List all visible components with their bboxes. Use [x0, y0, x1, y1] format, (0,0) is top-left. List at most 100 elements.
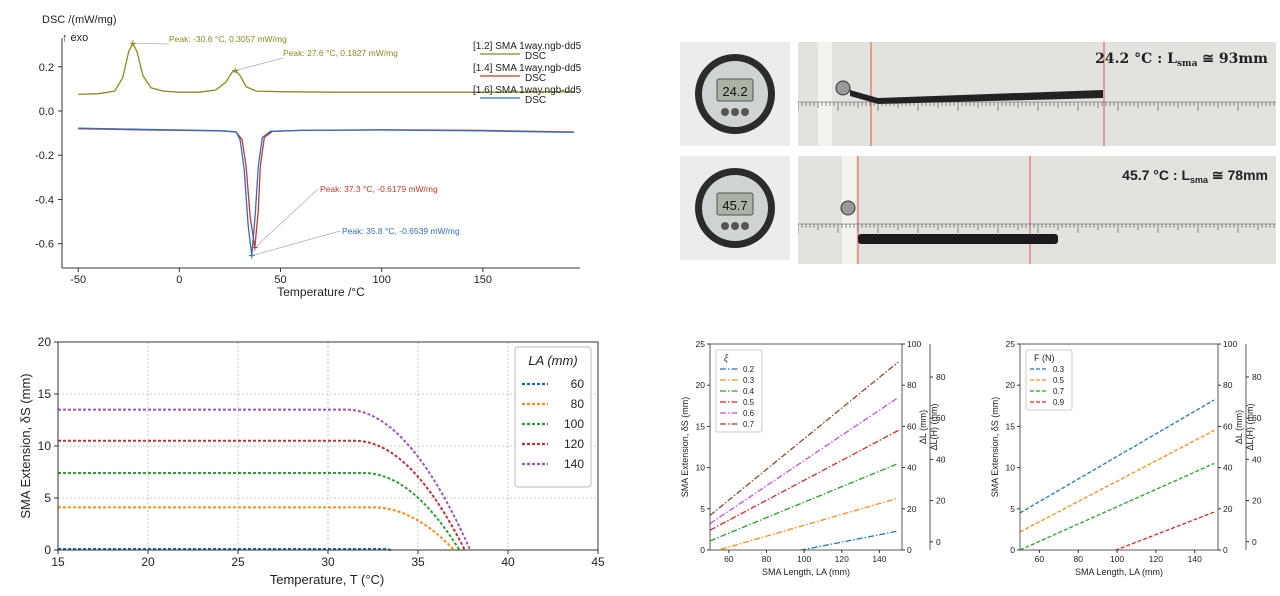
f-plot: 60 80 100 120 140 0 5 10 15 20 25 0 20 40 60 80 100 0 20 40…	[990, 339, 1262, 577]
y-tick-label: 5	[1010, 504, 1015, 514]
evt-y-tick-label: 5	[44, 491, 51, 505]
legend-title: F (N)	[1034, 353, 1055, 363]
dsc-peak-annotation: Peak: 27.6 °C, 0.1827 mW/mg	[283, 48, 398, 58]
sma-photos: 24.2 24.2 °C : Lsma ≅ 93mm 45.7	[680, 42, 1276, 264]
legend-label: 0.5	[1053, 376, 1065, 385]
sma-strip-top: 24.2 °C : Lsma ≅ 93mm	[797, 42, 1276, 146]
dsc-series-line	[78, 41, 574, 96]
legend-label: 0.7	[743, 420, 755, 429]
dsc-peak-annotation: Peak: 35.8 °C, -0.6539 mW/mg	[342, 226, 460, 236]
evt-ylabel: SMA Extension, δS (mm)	[18, 373, 33, 518]
dsc-x-tick-label: 50	[274, 274, 286, 286]
y-tick-label: 0	[1010, 545, 1015, 555]
photo-caption-bottom: 45.7 °C : L	[1122, 167, 1190, 183]
sma-strip-bottom: 45.7 °C : Lsma ≅ 78mm	[797, 156, 1276, 264]
extension-vs-temperature-chart: 15 20 25 30 35 40 45 0 5 10 15 20 LA (mm) 60 80 100 120…	[18, 335, 605, 587]
legend-label: 0.9	[1053, 398, 1065, 407]
y-right2-tick-label: 40	[1252, 454, 1262, 464]
x-tick-label: 120	[1149, 554, 1163, 564]
legend-label: 0.3	[1053, 365, 1065, 374]
legend-label: 0.6	[743, 409, 755, 418]
legend-box	[1025, 349, 1073, 411]
dsc-chart: DSC /(mW/mg) ↑ exo -50 0 50 100 150 0.2 0.0 -0.…	[35, 14, 582, 299]
dsc-x-tick-label: 0	[176, 274, 182, 286]
dsc-annotation-leader	[132, 42, 170, 45]
evt-series-line	[58, 548, 392, 551]
evt-legend-label: 100	[564, 417, 584, 431]
legend-label: 0.4	[743, 387, 755, 396]
photo-caption-top: 24.2 °C : L	[1095, 51, 1177, 67]
x-tick-label: 60	[1035, 554, 1045, 564]
dsc-peak-marker	[232, 67, 239, 74]
y-right-tick-label: 0	[907, 545, 912, 555]
dsc-exo-label: ↑ exo	[62, 32, 88, 44]
y-right2-tick-label: 80	[1252, 372, 1262, 382]
series-line	[1020, 399, 1215, 514]
series-group	[1020, 399, 1215, 550]
dsc-ylabel: DSC /(mW/mg)	[42, 14, 117, 26]
frame	[709, 343, 903, 551]
series-line	[716, 497, 899, 550]
evt-legend: LA (mm) 60 80 100 120 140	[514, 346, 592, 488]
y-right-tick-label: 60	[1223, 421, 1233, 431]
legend-label: 0.2	[743, 365, 755, 374]
dsc-peak-marker	[248, 252, 255, 259]
y-tick-label: 10	[696, 463, 706, 473]
y-tick-label: 20	[1006, 380, 1016, 390]
svg-text:24.2 °C : Lsma ≅ 93mm: 24.2 °C : Lsma ≅ 93mm	[1095, 51, 1268, 69]
legend-label: 0.3	[743, 376, 755, 385]
dsc-annotation-leader	[235, 57, 284, 71]
y-right2-tick-label: 40	[936, 454, 946, 464]
dsc-x-tick-label: 150	[474, 274, 492, 286]
series-line	[798, 530, 899, 550]
legend-label: 0.7	[1053, 387, 1065, 396]
dsc-legend-sub: DSC	[525, 95, 546, 106]
dsc-y-tick-label: -0.6	[35, 239, 54, 251]
y-right-tick-label: 0	[1223, 545, 1228, 555]
evt-legend-title: LA (mm)	[528, 353, 577, 368]
evt-y-tick-label: 10	[38, 439, 52, 453]
evt-series-line	[58, 408, 472, 551]
y-tick-label: 15	[1006, 421, 1016, 431]
evt-x-tick-label: 25	[231, 555, 245, 569]
y-tick-label: 25	[1006, 339, 1016, 349]
y-right-tick-label: 80	[907, 380, 917, 390]
evt-y-tick-label: 0	[44, 543, 51, 557]
y-right-tick-label: 40	[907, 463, 917, 473]
dsc-annotation-leader	[251, 230, 341, 256]
dsc-y-tick-label: -0.2	[35, 150, 54, 162]
y-right-axis-label: ΔL (mm)	[918, 410, 928, 444]
x-tick-label: 100	[1110, 554, 1124, 564]
photo-caption-bottom-sub: sma	[1190, 175, 1209, 185]
y-tick-label: 5	[700, 504, 705, 514]
y-right2-tick-label: 20	[936, 496, 946, 506]
dsc-x-tick-label: -50	[70, 274, 86, 286]
evt-legend-label: 80	[571, 397, 585, 411]
legend-label: 0.5	[743, 398, 755, 407]
extension-vs-length-xi-chart: 60 80 100 120 140 0 5 10 15 20 25 0 20 40 60 80 100 0 20 40…	[680, 339, 946, 577]
dsc-legend-sub: DSC	[525, 51, 546, 62]
y-right-tick-label: 100	[907, 339, 921, 349]
evt-xlabel: Temperature, T (°C)	[270, 572, 385, 587]
dsc-peak-marker	[251, 244, 258, 251]
series-line	[710, 429, 899, 531]
extension-vs-length-force-chart: 60 80 100 120 140 0 5 10 15 20 25 0 20 40 60 80 100 0 20 40…	[990, 339, 1262, 577]
legend-box	[715, 349, 763, 433]
evt-y-tick-label: 15	[38, 387, 52, 401]
y-right-tick-label: 100	[1223, 339, 1237, 349]
photo-caption-top-sub: sma	[1177, 59, 1198, 69]
dsc-legend-name: [1.4] SMA 1way.ngb-dd5	[473, 63, 582, 74]
series-line	[710, 361, 899, 516]
dsc-lines	[78, 41, 574, 256]
x-tick-label: 80	[762, 554, 772, 564]
evt-series-line	[58, 472, 461, 551]
dsc-annotation-leader	[254, 188, 319, 248]
dsc-legend-name: [1.2] SMA 1way.ngb-dd5	[473, 41, 582, 52]
photo-caption-bottom-tail: ≅ 78mm	[1208, 167, 1268, 183]
dsc-peak-annotation: Peak: 37.3 °C, -0.6179 mW/mg	[320, 184, 438, 194]
dsc-legend-name: [1.6] SMA 1way.ngb-dd5	[473, 85, 582, 96]
evt-x-tick-label: 20	[141, 555, 155, 569]
y-right2-tick-label: 0	[936, 537, 941, 547]
evt-lines	[58, 408, 472, 551]
